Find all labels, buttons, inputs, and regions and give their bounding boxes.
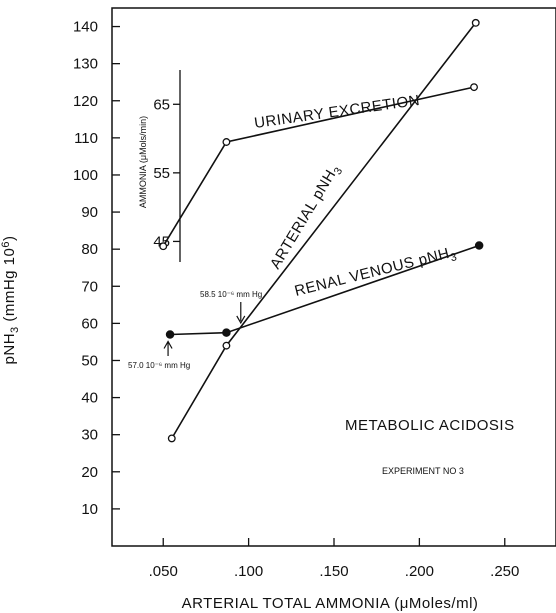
annotation-arrowhead <box>163 340 173 349</box>
y-tick-label: 70 <box>81 278 98 295</box>
annotation-arrowhead <box>236 315 246 325</box>
annotation-label: 57.0 10⁻⁶ mm Hg <box>128 361 190 370</box>
y-tick-label: 80 <box>81 241 98 258</box>
x-tick-label: .150 <box>319 563 348 580</box>
y-tick-label: 100 <box>73 167 98 184</box>
experiment-label: EXPERIMENT NO 3 <box>382 466 464 476</box>
annotation-label: 58.5 10⁻⁶ mm Hg <box>200 290 262 299</box>
condition-label: METABOLIC ACIDOSIS <box>345 417 515 434</box>
x-axis-ticks: .050 .100 .150 .200 .250 <box>149 538 519 580</box>
y-tick-label: 140 <box>73 19 98 36</box>
x-tick-label: .250 <box>490 563 519 580</box>
data-point <box>165 330 175 339</box>
series-line <box>171 22 477 439</box>
data-point <box>471 18 480 27</box>
y-tick-label: 50 <box>81 352 98 369</box>
y-axis-ticks: 10 20 30 40 50 60 70 80 90 100 110 120 130 140 <box>73 19 120 518</box>
y-tick-label: 20 <box>81 464 98 481</box>
x-tick-label: .100 <box>234 563 263 580</box>
data-point <box>222 138 231 146</box>
y-tick-label: 110 <box>74 130 98 147</box>
series-label-renal: RENAL VENOUS pNH3 <box>293 243 459 303</box>
y-tick-label: 40 <box>81 390 98 407</box>
data-point <box>167 434 176 443</box>
data-point <box>474 241 484 250</box>
y-axis-label: pNH3 (mmHg 106) <box>0 236 21 365</box>
inset-axis-label: AMMONIA (μMols/min) <box>138 116 148 208</box>
inset-tick-label: 55 <box>153 165 170 182</box>
x-tick-label: .200 <box>405 563 434 580</box>
x-tick-label: .050 <box>149 563 178 580</box>
y-tick-label: 90 <box>81 204 98 221</box>
series-layer <box>159 18 484 443</box>
annotation-layer: 58.5 10⁻⁶ mm Hg 57.0 10⁻⁶ mm Hg <box>128 290 262 370</box>
data-point <box>159 242 168 251</box>
inset-tick-label: 65 <box>153 96 170 113</box>
data-point <box>222 328 231 337</box>
y-tick-label: 120 <box>73 93 98 110</box>
y-tick-label: 130 <box>73 56 98 73</box>
data-point <box>470 83 478 92</box>
y-tick-label: 30 <box>81 427 98 444</box>
x-axis-label: ARTERIAL TOTAL AMMONIA (μMoles/ml) <box>182 595 479 612</box>
y-tick-label: 60 <box>81 315 98 332</box>
series-label-arterial: ARTERIAL pNH3 <box>267 161 346 274</box>
y-tick-label: 10 <box>81 501 98 518</box>
data-point <box>222 341 231 350</box>
